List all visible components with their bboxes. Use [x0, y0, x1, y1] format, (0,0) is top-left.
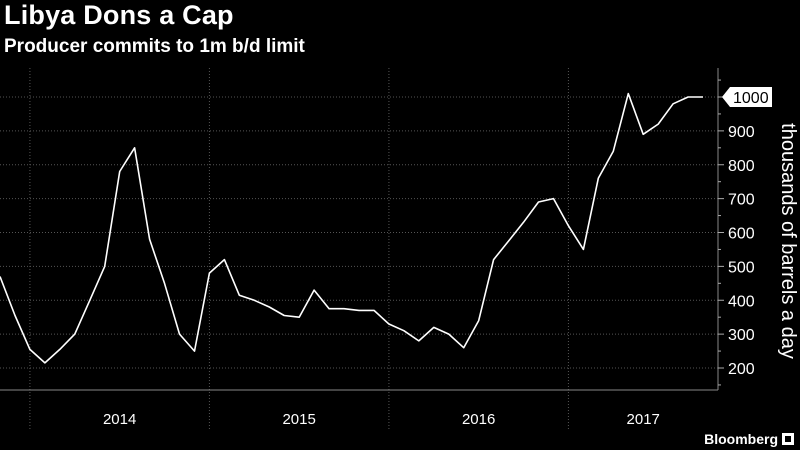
- y-tick-label: 900: [728, 124, 755, 141]
- y-tick-label: 300: [728, 327, 755, 344]
- x-year-label: 2017: [627, 411, 660, 428]
- y-tick-label: 600: [728, 226, 755, 243]
- x-year-label: 2015: [282, 411, 315, 428]
- brand-logo: Bloomberg: [704, 431, 794, 447]
- y-tick-label: 200: [728, 361, 755, 378]
- x-year-label: 2016: [462, 411, 495, 428]
- last-value-tag: [722, 87, 772, 107]
- series-line: [0, 92, 703, 364]
- chart-title: Libya Dons a Cap: [4, 0, 234, 30]
- bloomberg-terminal-icon: [782, 433, 794, 445]
- y-tick-label: 800: [728, 158, 755, 175]
- last-value-label: 1000: [733, 90, 769, 107]
- y-tick-label: 700: [728, 192, 755, 209]
- brand-name: Bloomberg: [704, 431, 778, 447]
- x-year-label: 2014: [103, 411, 136, 428]
- y-tick-label: 400: [728, 293, 755, 310]
- chart-subtitle: Producer commits to 1m b/d limit: [4, 36, 305, 57]
- y-tick-label: 500: [728, 259, 755, 276]
- y-axis-label: thousands of barrels a day: [777, 123, 799, 359]
